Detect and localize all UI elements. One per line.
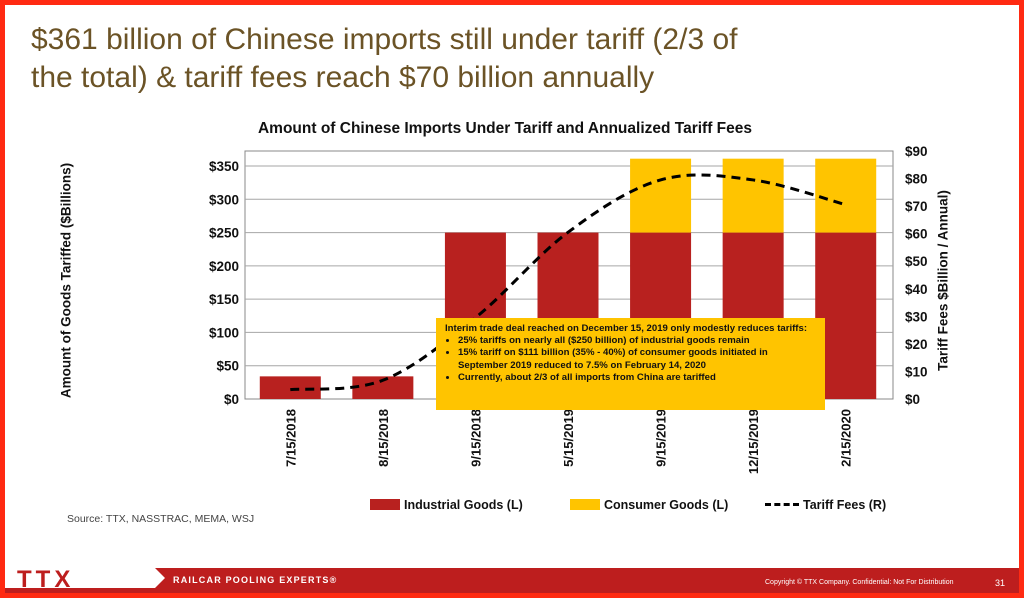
x-tick-label: 9/15/2019 — [654, 409, 669, 467]
chart: $0 $50 $100 $150 $200 $250 $300 $350 $0 $10 $20 $30… — [209, 144, 928, 474]
legend: Industrial Goods (L) Consumer Goods (L) … — [365, 495, 905, 515]
tariff-fees-line — [290, 173, 847, 392]
right-tick-label: $70 — [905, 199, 928, 214]
right-tick-label: $20 — [905, 337, 928, 352]
page-number: 31 — [995, 578, 1006, 588]
right-tick-label: $60 — [905, 227, 928, 242]
left-tick-label: $300 — [209, 192, 239, 207]
bar-consumer — [630, 158, 692, 233]
legend-item-tariff-fees: Tariff Fees (R) — [765, 495, 886, 515]
x-tick-label: 5/15/2019 — [561, 409, 576, 467]
right-tick-label: $50 — [905, 254, 928, 269]
left-tick-label: $350 — [209, 159, 239, 174]
annotation-bullet: 15% tariff on $111 billion (35% - 40%) o… — [458, 347, 817, 371]
slide: $361 billion of Chinese imports still un… — [5, 5, 1019, 593]
x-tick-label: 2/15/2020 — [839, 409, 854, 467]
left-tick-label: $100 — [209, 325, 239, 340]
right-tick-label: $30 — [905, 309, 928, 324]
legend-swatch — [570, 499, 600, 510]
x-tick-label: 12/15/2019 — [746, 409, 761, 474]
annotation-bullet: 25% tariffs on nearly all ($250 billion)… — [458, 335, 817, 347]
x-tick-label: 9/15/2018 — [468, 409, 483, 467]
legend-item-industrial: Industrial Goods (L) — [370, 495, 523, 515]
right-tick-label: $0 — [905, 392, 920, 407]
slide-title: $361 billion of Chinese imports still un… — [31, 23, 738, 94]
legend-label: Industrial Goods (L) — [404, 498, 523, 512]
legend-label: Consumer Goods (L) — [604, 498, 729, 512]
bar-industrial — [815, 232, 877, 399]
bar-industrial — [352, 376, 414, 399]
footer-bar — [5, 568, 1019, 593]
right-tick-label: $80 — [905, 172, 928, 187]
legend-swatch — [370, 499, 400, 510]
legend-label: Tariff Fees (R) — [803, 498, 887, 512]
tagline-text: RAILCAR POOLING EXPERTS — [173, 575, 330, 585]
annotation-bullets: 25% tariffs on nearly all ($250 billion)… — [445, 335, 817, 384]
right-tick-label: $10 — [905, 364, 928, 379]
left-tick-label: $50 — [216, 359, 239, 374]
left-axis-title: Amount of Goods Tariffed ($Billions) — [58, 162, 74, 399]
ttx-logo: TTX — [5, 566, 165, 593]
bar-consumer — [722, 158, 784, 233]
chart-title: Amount of Chinese Imports Under Tariff a… — [257, 120, 753, 137]
bar-consumer — [815, 158, 877, 233]
left-tick-label: $150 — [209, 292, 239, 307]
right-axis-title: Tariff Fees $Billion / Annual) — [935, 190, 951, 371]
left-tick-label: $200 — [209, 259, 239, 274]
x-tick-label: 8/15/2018 — [376, 409, 391, 467]
right-tick-label: $40 — [905, 282, 928, 297]
right-tick-label: $90 — [905, 144, 928, 159]
annotation-intro: Interim trade deal reached on December 1… — [445, 323, 808, 334]
logo-text: TTX — [17, 566, 74, 593]
left-tick-label: $0 — [224, 392, 239, 407]
registered-mark: ® — [329, 575, 338, 585]
bar-industrial — [259, 376, 321, 399]
left-tick-label: $250 — [209, 226, 239, 241]
legend-item-consumer: Consumer Goods (L) — [570, 495, 728, 515]
annotation-bullet: Currently, about 2/3 of all imports from… — [458, 372, 817, 384]
legend-dash — [765, 503, 799, 506]
copyright: Copyright © TTX Company. Confidential: N… — [765, 579, 954, 586]
source-note: Source: TTX, NASSTRAC, MEMA, WSJ — [67, 513, 255, 525]
x-tick-label: 7/15/2018 — [283, 409, 298, 467]
tagline: RAILCAR POOLING EXPERTS® — [173, 575, 337, 585]
annotation-box: Interim trade deal reached on December 1… — [436, 318, 825, 410]
